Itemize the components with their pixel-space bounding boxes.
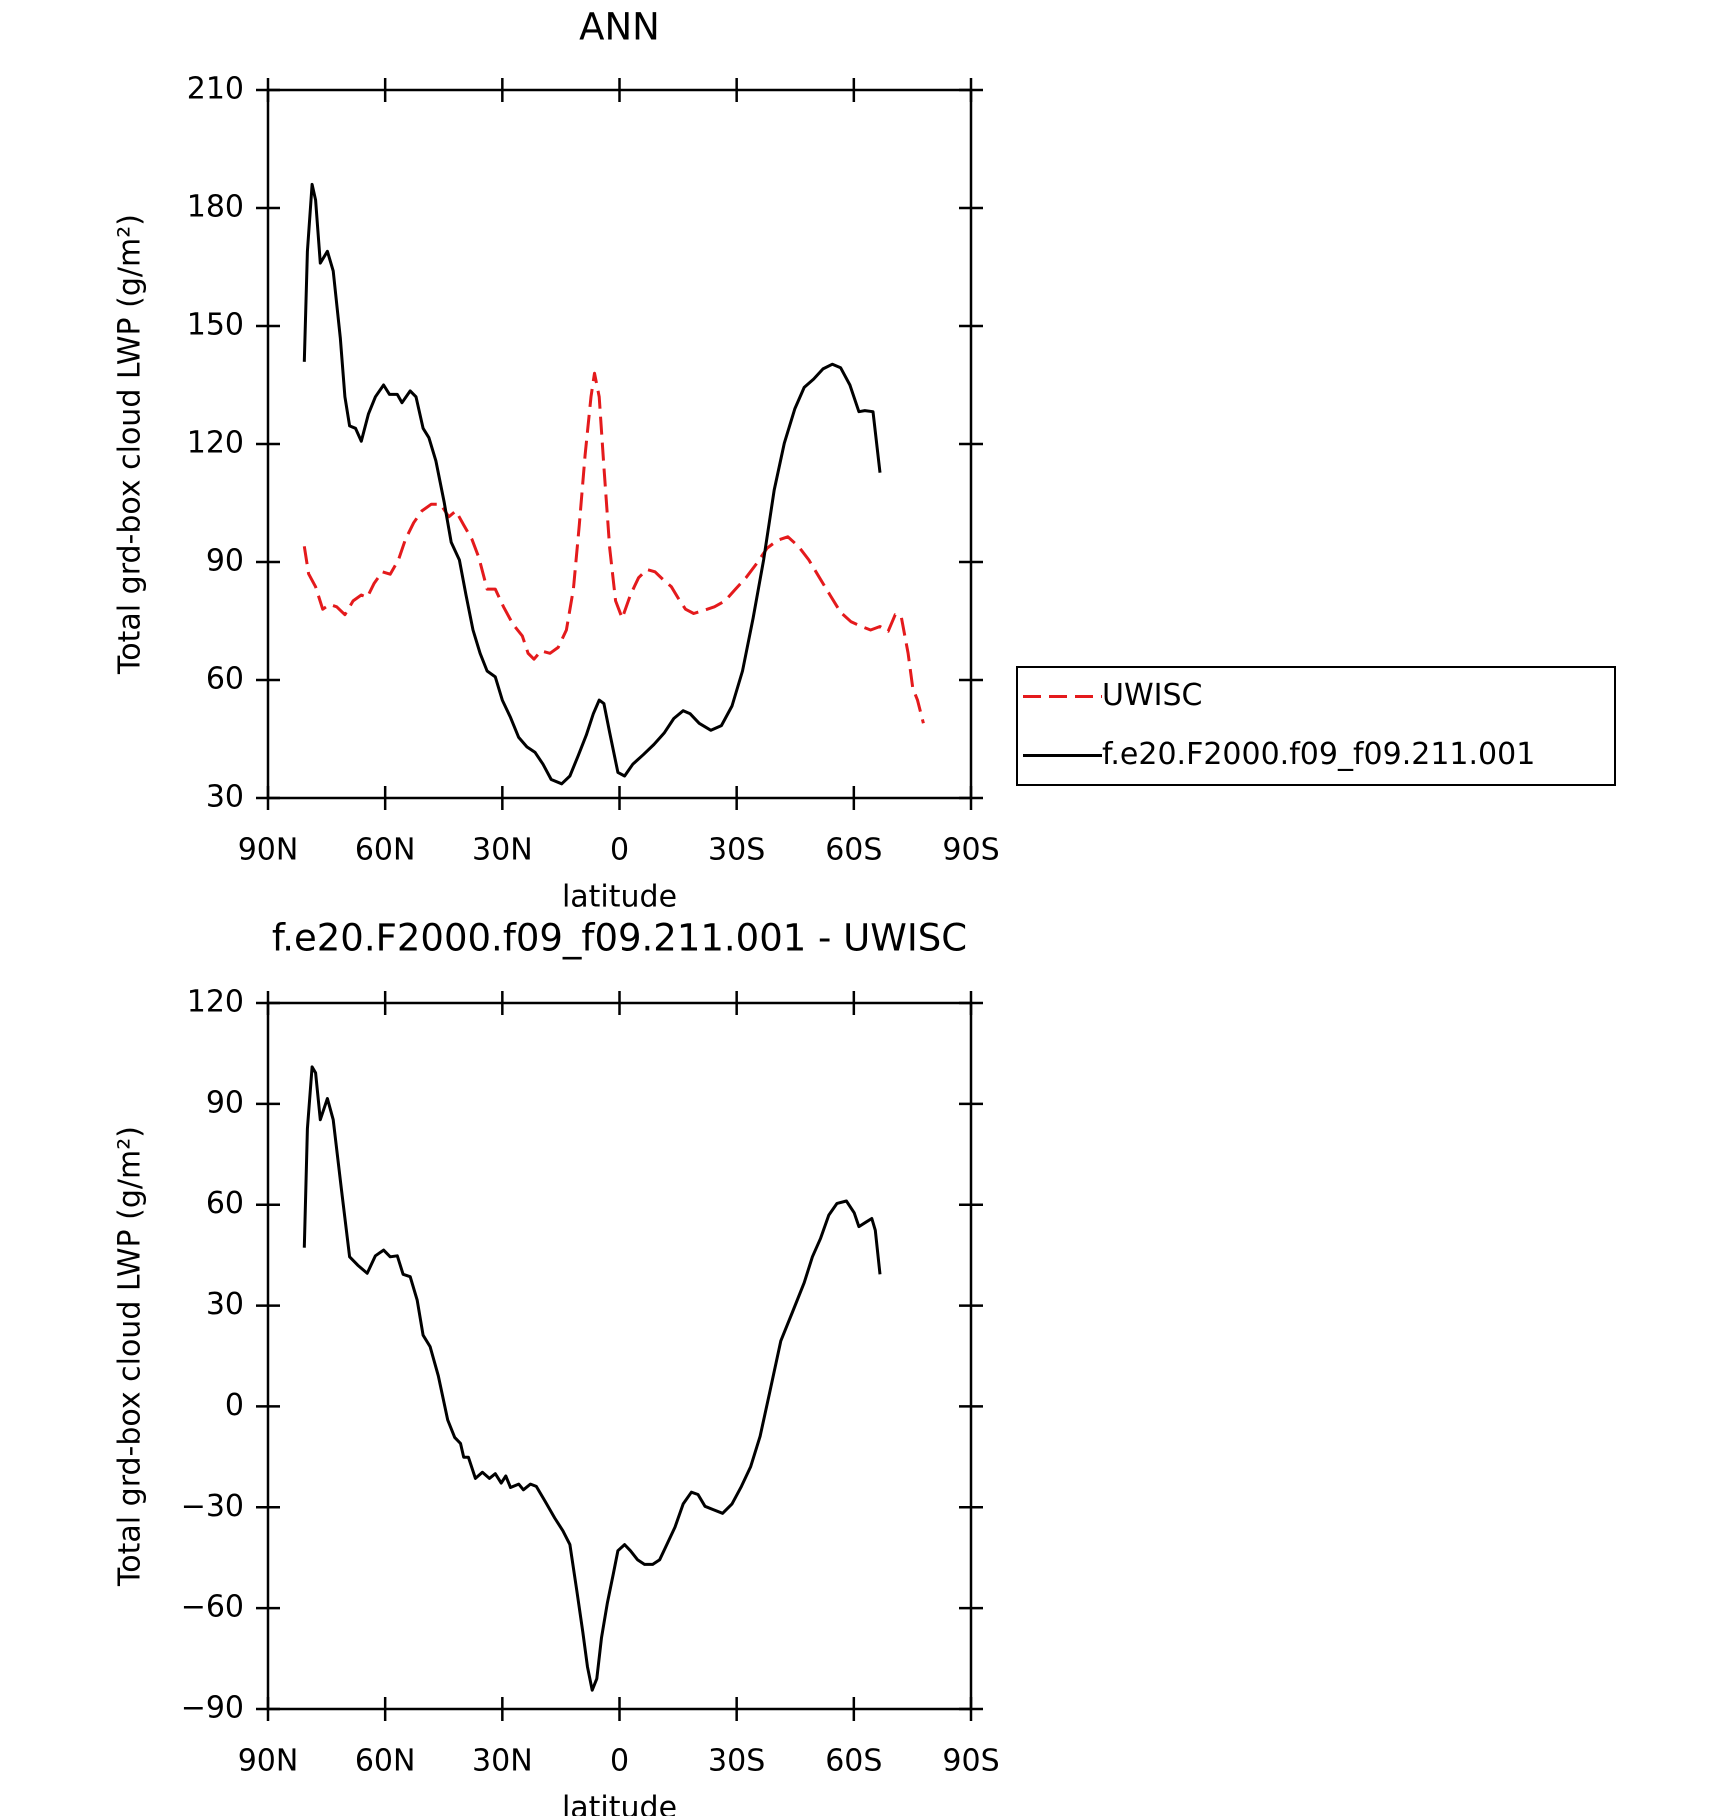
- x-tick-label: 90S: [942, 833, 999, 868]
- y-tick-label: −90: [181, 1691, 244, 1726]
- x-tick-label: 60S: [825, 833, 882, 868]
- y-tick-label: 0: [225, 1388, 244, 1423]
- y-tick-label: 120: [187, 985, 244, 1020]
- x-tick-label: 60N: [355, 1744, 416, 1779]
- y-tick-label: 180: [187, 190, 244, 225]
- y-tick-label: 90: [206, 1085, 244, 1120]
- x-tick-label: 30N: [472, 1744, 533, 1779]
- y-tick-label: 30: [206, 1287, 244, 1322]
- x-axis-label: latitude: [562, 880, 677, 915]
- y-tick-label: 120: [187, 426, 244, 461]
- y-tick-label: 150: [187, 308, 244, 343]
- chart-title: ANN: [579, 6, 660, 49]
- x-tick-label: 30S: [708, 1744, 765, 1779]
- x-axis-label: latitude: [562, 1791, 677, 1817]
- data-line: [302, 1065, 882, 1692]
- plot: ANN 30 60 90 120 150 180 210 90N 60N 30N 0 30S 60S 90S…: [113, 6, 1616, 915]
- y-tick-label: 210: [187, 72, 244, 107]
- chart-title: f.e20.F2000.f09_f09.211.001 - UWISC: [272, 917, 967, 960]
- y-tick-label: 60: [206, 1186, 244, 1221]
- legend-box: [1016, 666, 1616, 786]
- x-tick-label: 90N: [238, 833, 299, 868]
- data-line: [302, 371, 925, 724]
- y-tick-label: 60: [206, 662, 244, 697]
- x-tick-label: 60N: [355, 833, 416, 868]
- x-tick-label: 90N: [238, 1744, 299, 1779]
- x-tick-label: 0: [610, 1744, 629, 1779]
- legend-label: UWISC: [1102, 678, 1202, 713]
- y-tick-label: −60: [181, 1590, 244, 1625]
- y-tick-label: −30: [181, 1489, 244, 1524]
- x-tick-label: 90S: [942, 1744, 999, 1779]
- legend: UWISC f.e20.F2000.f09_f09.211.001: [1016, 666, 1616, 786]
- y-tick-label: 90: [206, 544, 244, 579]
- x-tick-label: 30N: [472, 833, 533, 868]
- plot-frame: [266, 1001, 973, 1711]
- x-tick-label: 30S: [708, 833, 765, 868]
- y-axis-label: Total grd-box cloud LWP (g/m²): [113, 1126, 148, 1587]
- legend-label: f.e20.F2000.f09_f09.211.001: [1102, 737, 1535, 772]
- x-tick-label: 60S: [825, 1744, 882, 1779]
- plot: f.e20.F2000.f09_f09.211.001 - UWISC −90 −6…: [113, 917, 1000, 1820]
- y-tick-label: 30: [206, 780, 244, 815]
- x-tick-label: 0: [610, 833, 629, 868]
- data-line: [302, 182, 882, 786]
- y-axis-label: Total grd-box cloud LWP (g/m²): [113, 214, 148, 675]
- plot-frame: [266, 88, 973, 800]
